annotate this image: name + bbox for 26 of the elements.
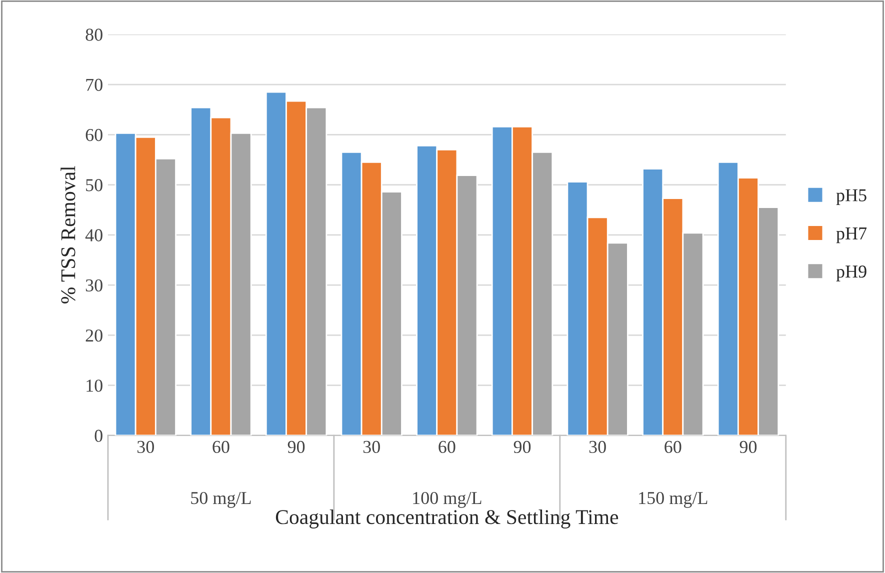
x-tick-label: 30 [363,440,380,454]
y-axis-title: % TSS Removal [60,166,76,304]
y-tick-label: 80 [86,28,102,41]
x-tick-label: 30 [137,440,154,454]
text: 100 mg/L [413,492,482,508]
text: 150 mg/L [639,492,708,508]
x-tick-label: 60 [664,440,682,454]
x-tick-label: 90 [514,440,531,454]
text: 50 mg/L [191,492,251,508]
x-tick-label: 90 [288,440,305,454]
y-tick-label: 10 [86,380,102,392]
y-tick-label: 70 [86,78,102,91]
y-tick-label: 60 [86,128,102,142]
x-tick-label: 60 [212,440,230,454]
legend-label: pH9 [836,266,866,282]
x-tick-label: 60 [438,440,456,454]
x-tick-label: 90 [740,440,757,454]
x-tick-label: 30 [589,440,606,454]
legend-label: pH7 [836,228,867,244]
y-tick-label: 20 [86,329,102,342]
y-tick-label: 50 [86,179,102,192]
x-axis-title: Coagulant concentration & Settling Time [276,509,618,528]
y-tick-label: 40 [85,229,102,242]
legend-label: pH5 [836,189,866,206]
y-tick-label: 30 [86,279,102,292]
y-tick-label: 0 [94,430,102,442]
